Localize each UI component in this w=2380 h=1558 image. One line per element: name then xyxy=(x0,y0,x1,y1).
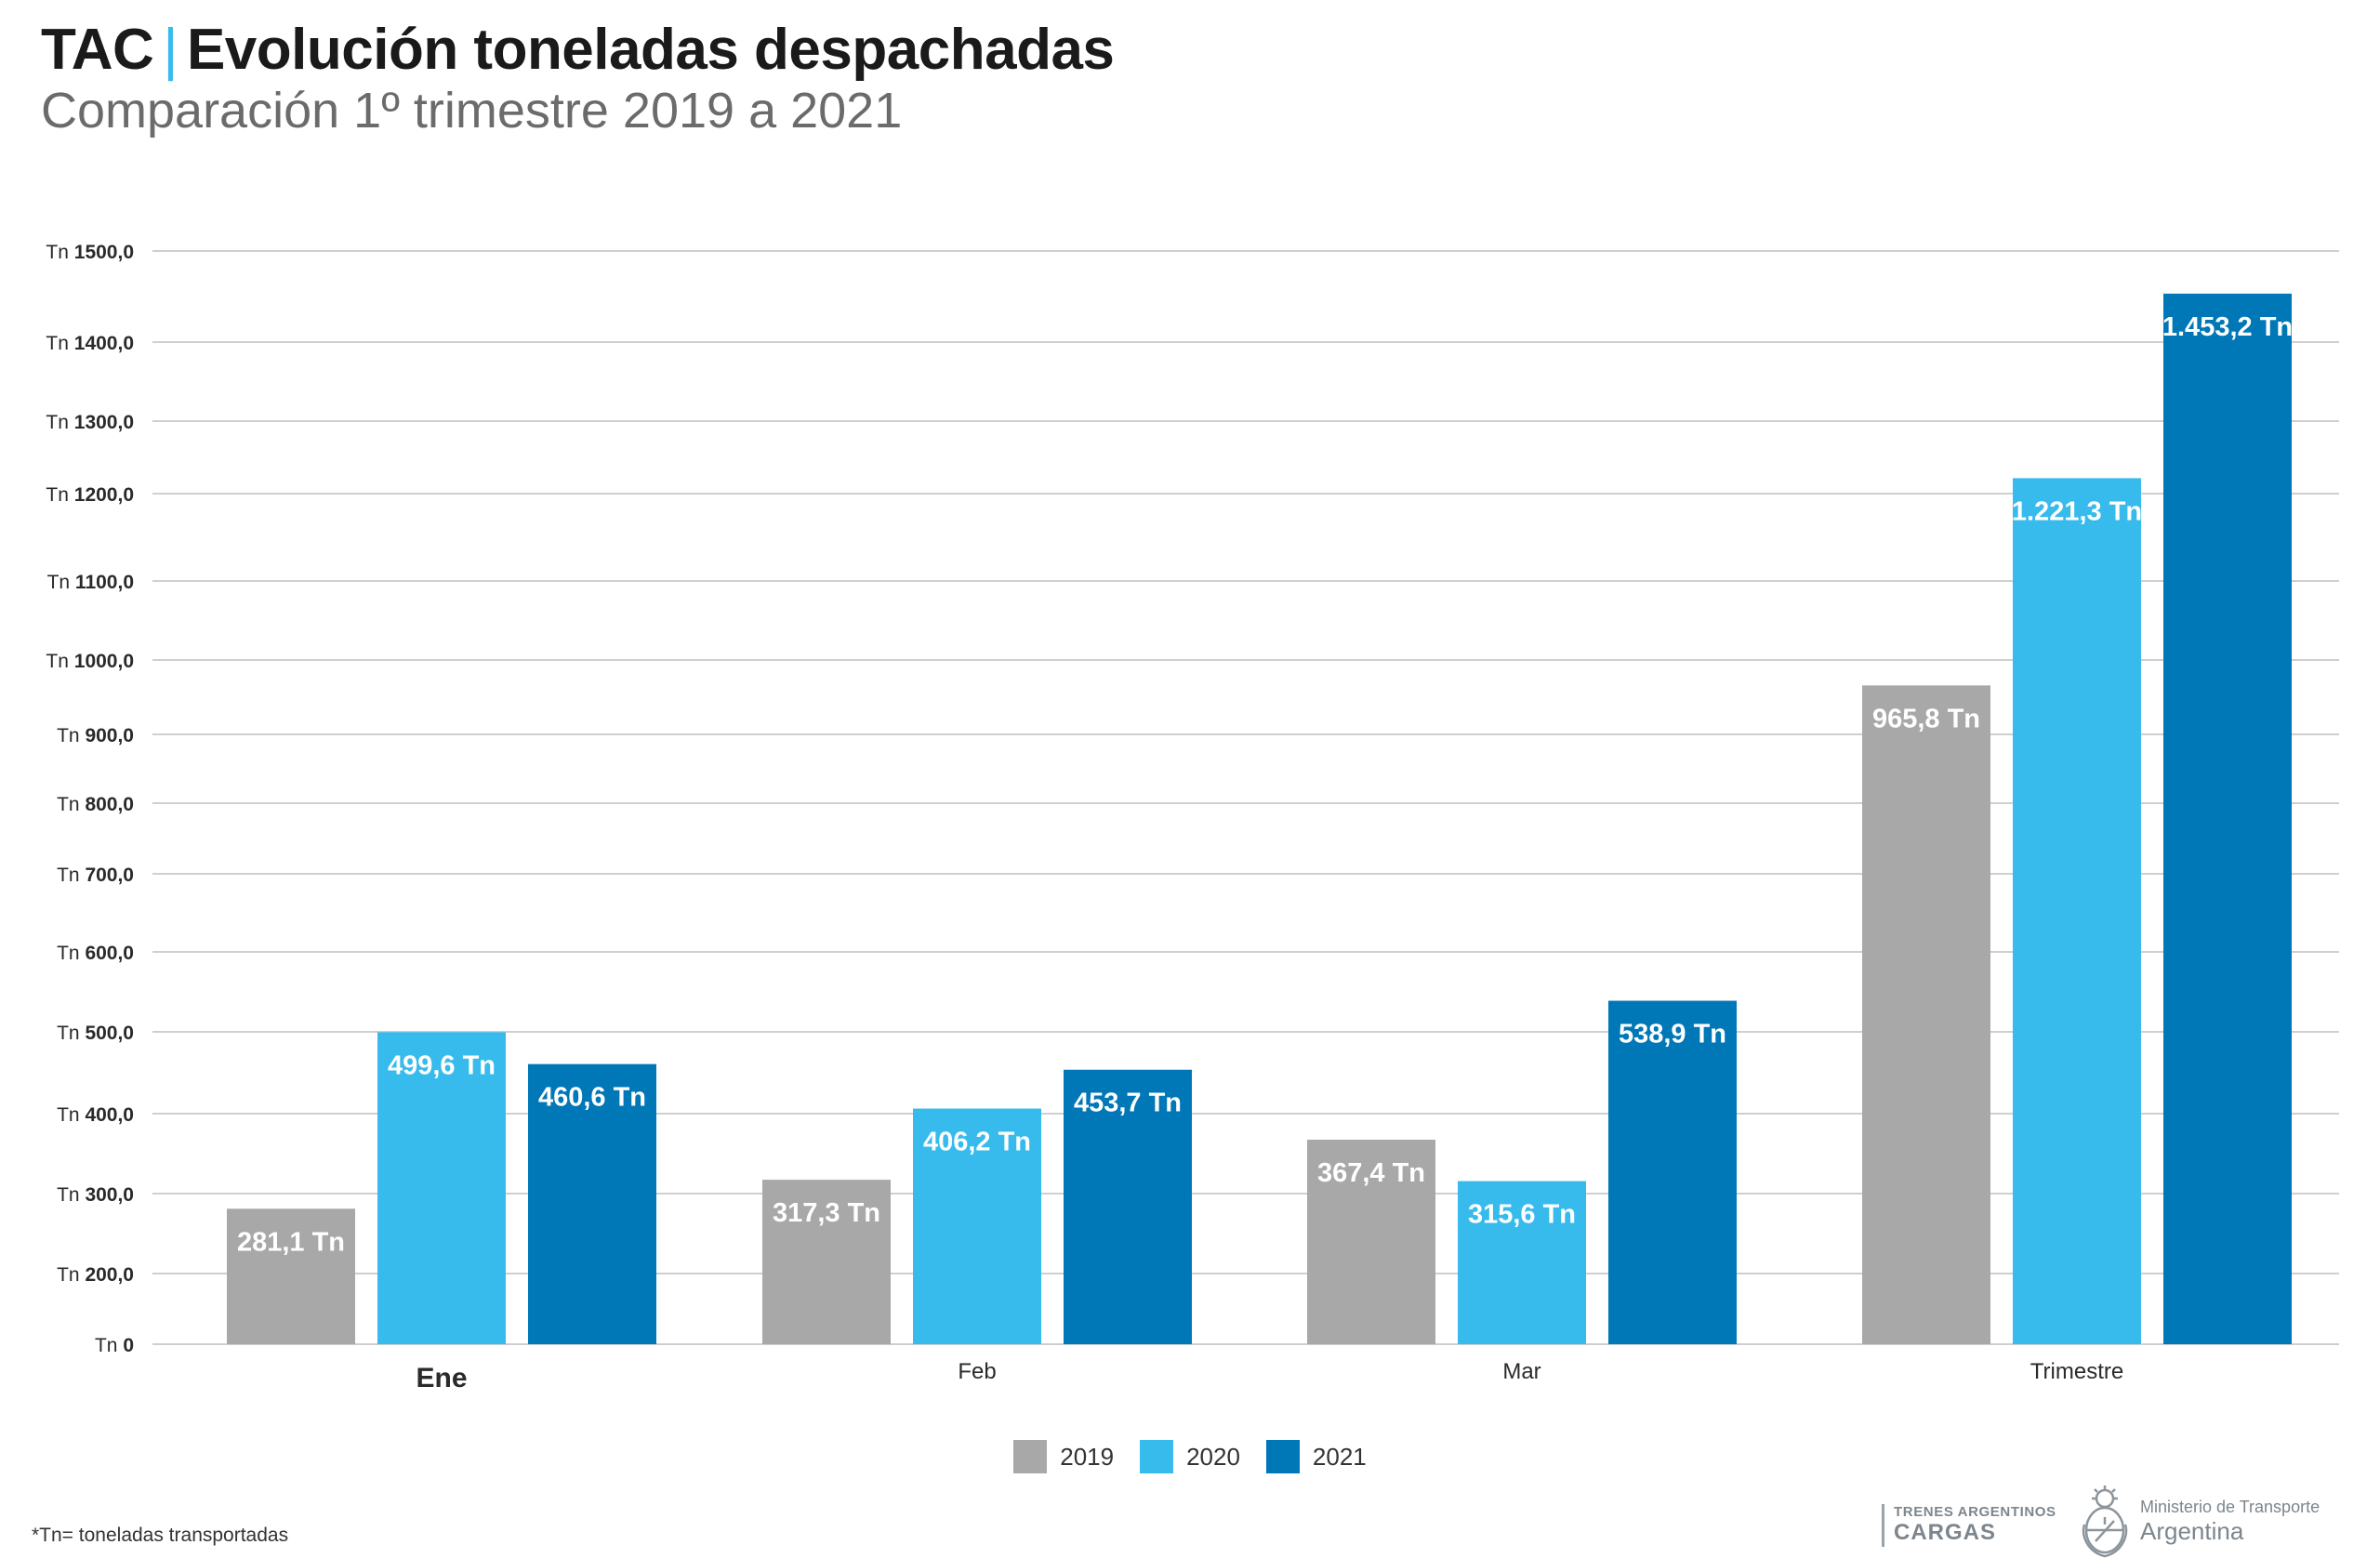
bar-chart: Tn 0 Tn 200,0 Tn 300,0 Tn 400,0 Tn 500,0 Tn 6… xyxy=(46,242,2339,1393)
data-label: 317,3 Tn xyxy=(773,1198,880,1228)
legend-swatch-2020 xyxy=(1140,1440,1174,1473)
data-label: 965,8 Tn xyxy=(1872,704,1980,733)
legend-label-2020: 2020 xyxy=(1186,1442,1240,1471)
bar-ene-2020 xyxy=(377,1032,506,1344)
legend-item-2021: 2021 xyxy=(1265,1440,1367,1473)
footnote: *Tn= toneladas transportadas xyxy=(32,1525,289,1546)
bar-feb-2019 xyxy=(762,1180,891,1344)
legend-item-2019: 2019 xyxy=(1013,1440,1114,1473)
bar-trimestre-2020 xyxy=(2013,478,2141,1344)
y-tick-label: Tn 1200,0 xyxy=(46,484,134,506)
y-tick-label: Tn 500,0 xyxy=(57,1023,134,1044)
y-tick-label: Tn 1100,0 xyxy=(47,572,134,593)
ministry-line-1: Ministerio de Transporte xyxy=(2140,1498,2320,1516)
y-tick-label: Tn 0 xyxy=(95,1335,134,1356)
data-label: 538,9 Tn xyxy=(1619,1020,1726,1050)
data-label: 460,6 Tn xyxy=(538,1083,646,1113)
x-category-label: Mar xyxy=(1502,1359,1540,1384)
data-label: 281,1 Tn xyxy=(237,1227,345,1257)
coat-of-arms-icon xyxy=(2082,1485,2128,1558)
ministry-line-2: Argentina xyxy=(2140,1517,2244,1545)
y-tick-label: Tn 600,0 xyxy=(57,943,134,964)
y-tick-label: Tn 400,0 xyxy=(57,1104,134,1126)
data-label: 453,7 Tn xyxy=(1074,1089,1182,1118)
legend-item-2020: 2020 xyxy=(1140,1440,1240,1473)
data-label: 1.221,3 Tn xyxy=(2012,496,2142,526)
trenes-argentinos-cargas-logo: TRENES ARGENTINOS CARGAS xyxy=(1882,1504,2056,1547)
x-category-label: Ene xyxy=(416,1363,467,1393)
legend-label-2021: 2021 xyxy=(1312,1442,1367,1471)
bar-mar-2021 xyxy=(1608,1000,1737,1344)
x-category-label: Trimestre xyxy=(2030,1359,2123,1384)
bar-ene-2019 xyxy=(227,1208,355,1344)
bar-feb-2020 xyxy=(913,1108,1041,1344)
bar-trimestre-2021 xyxy=(2163,293,2292,1344)
bar-trimestre-2019 xyxy=(1862,685,1990,1344)
y-tick-label: Tn 1000,0 xyxy=(46,651,134,672)
title-separator: | xyxy=(163,18,178,82)
bar-ene-2021 xyxy=(528,1063,656,1344)
chart-title: TAC | Evolución toneladas despachadas xyxy=(41,17,1115,83)
legend-swatch-2019 xyxy=(1013,1440,1048,1473)
chart-subtitle: Comparación 1º trimestre 2019 a 2021 xyxy=(41,83,903,139)
y-tick-label: Tn 900,0 xyxy=(57,725,134,746)
legend-label-2019: 2019 xyxy=(1060,1442,1115,1471)
y-tick-label: Tn 200,0 xyxy=(57,1264,134,1286)
bar-mar-2020 xyxy=(1458,1181,1586,1344)
ministerio-transporte-logo: Ministerio de Transporte Argentina xyxy=(2079,1484,2320,1558)
data-label: 406,2 Tn xyxy=(923,1128,1031,1157)
brand-line-2: CARGAS xyxy=(1894,1520,1997,1545)
bar-feb-2021 xyxy=(1064,1069,1192,1344)
y-tick-label: Tn 1400,0 xyxy=(46,333,134,354)
data-label: 315,6 Tn xyxy=(1468,1200,1576,1230)
y-tick-label: Tn 800,0 xyxy=(57,794,134,815)
chart-legend: 2019 2020 2021 xyxy=(0,1440,2380,1473)
legend-swatch-2021 xyxy=(1265,1440,1300,1473)
title-prefix: TAC xyxy=(41,18,154,82)
y-tick-label: Tn 1300,0 xyxy=(46,412,134,433)
y-tick-label: Tn 700,0 xyxy=(57,865,134,886)
bar-mar-2019 xyxy=(1307,1140,1435,1344)
y-tick-label: Tn 300,0 xyxy=(57,1184,134,1206)
data-label: 1.453,2 Tn xyxy=(2162,312,2293,342)
x-category-label: Feb xyxy=(958,1359,996,1384)
data-label: 499,6 Tn xyxy=(388,1050,496,1080)
title-main: Evolución toneladas despachadas xyxy=(186,18,1115,82)
brand-line-1: TRENES ARGENTINOS xyxy=(1894,1504,2056,1520)
data-label: 367,4 Tn xyxy=(1317,1158,1425,1188)
y-tick-label: Tn 1500,0 xyxy=(46,242,134,263)
